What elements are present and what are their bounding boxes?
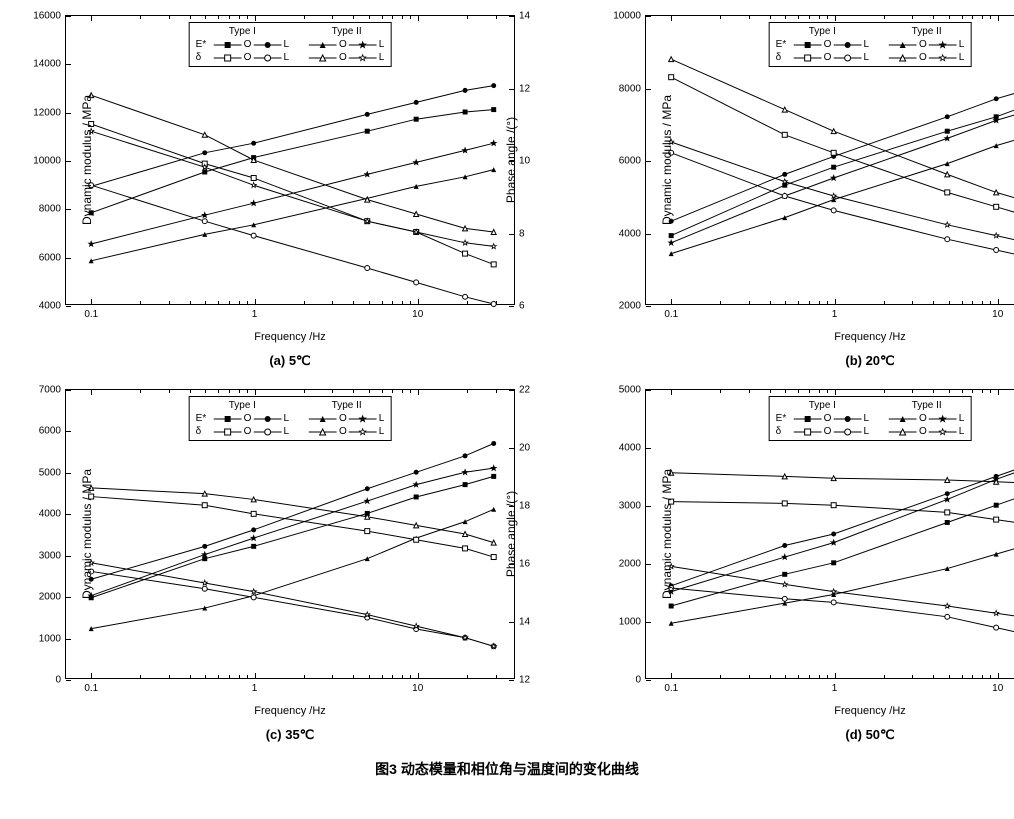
chart-d: Type IE* O Lδ O L Type II O L O L 010002… xyxy=(645,389,1014,679)
x-label: Frequency /Hz xyxy=(645,331,1014,343)
subtitle-b: (b) 20℃ xyxy=(845,353,894,369)
y-left-label: Dynamic modulus / MPa xyxy=(660,469,674,599)
y-left-label: Dynamic modulus / MPa xyxy=(80,95,94,225)
panel-b: Type IE* O Lδ O L Type II O L O L 200040… xyxy=(595,15,1014,369)
legend: Type IE* O Lδ O L Type II O L O L xyxy=(189,22,392,67)
figure-caption: 图3 动态模量和相位角与温度间的变化曲线 xyxy=(15,759,999,779)
subtitle-d: (d) 50℃ xyxy=(845,727,894,743)
x-label: Frequency /Hz xyxy=(65,705,515,717)
y-right-label: Phase angle /(°) xyxy=(504,117,518,203)
legend: Type IE* O Lδ O L Type II O L O L xyxy=(769,22,972,67)
y-right-label: Phase angle /(°) xyxy=(504,491,518,577)
x-label: Frequency /Hz xyxy=(65,331,515,343)
y-left-label: Dynamic modulus / MPa xyxy=(80,469,94,599)
panel-a: Type IE* O Lδ O L Type II O L O L 400060… xyxy=(15,15,565,369)
panel-c: Type IE* O Lδ O L Type II O L O L 010002… xyxy=(15,389,565,743)
subtitle-c: (c) 35℃ xyxy=(266,727,315,743)
panel-d: Type IE* O Lδ O L Type II O L O L 010002… xyxy=(595,389,1014,743)
legend: Type IE* O Lδ O L Type II O L O L xyxy=(189,396,392,441)
legend: Type IE* O Lδ O L Type II O L O L xyxy=(769,396,972,441)
x-label: Frequency /Hz xyxy=(645,705,1014,717)
chart-b: Type IE* O Lδ O L Type II O L O L 200040… xyxy=(645,15,1014,305)
y-left-label: Dynamic modulus / MPa xyxy=(660,95,674,225)
figure-grid: Type IE* O Lδ O L Type II O L O L 400060… xyxy=(15,15,999,743)
subtitle-a: (a) 5℃ xyxy=(269,353,310,369)
chart-c: Type IE* O Lδ O L Type II O L O L 010002… xyxy=(65,389,515,679)
chart-a: Type IE* O Lδ O L Type II O L O L 400060… xyxy=(65,15,515,305)
